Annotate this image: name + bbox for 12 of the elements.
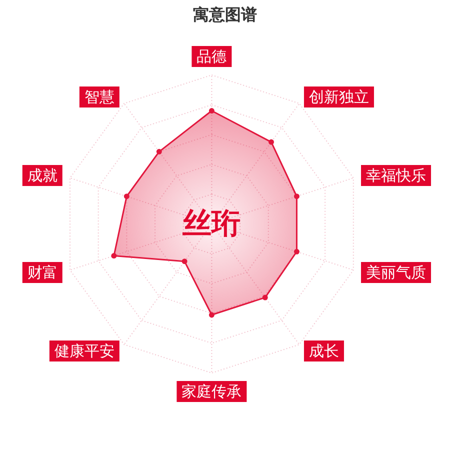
- spoke-label: 成就: [27, 167, 58, 184]
- chart-title: 寓意图谱: [193, 5, 257, 24]
- spoke-label: 品德: [196, 48, 227, 66]
- spoke-label: 智慧: [84, 88, 114, 106]
- spoke-label: 家庭传承: [182, 384, 242, 400]
- spoke-label: 美丽气质: [366, 264, 426, 282]
- spoke-label: 幸福快乐: [366, 167, 426, 184]
- spoke-label: 健康平安: [54, 343, 114, 360]
- spoke-label: 财富: [27, 264, 58, 282]
- text: 丝珩: [182, 208, 241, 240]
- spoke-label: 成长: [308, 343, 339, 360]
- spoke-label: 创新独立: [308, 88, 369, 106]
